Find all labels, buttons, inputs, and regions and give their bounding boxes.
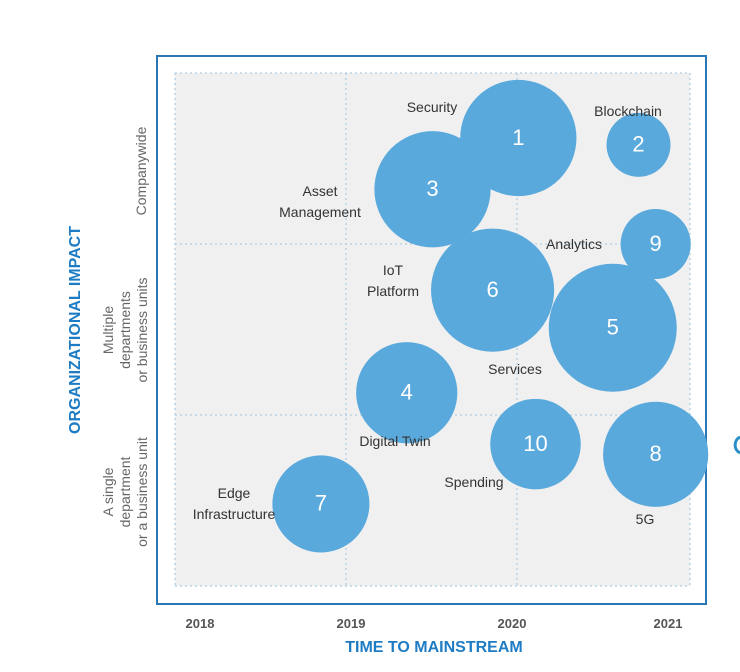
x-axis-title: TIME TO MAINSTREAM — [345, 639, 522, 656]
y-category-2: Companywide — [133, 126, 149, 215]
bubble-6 — [431, 228, 555, 352]
label-3: Asset Management — [279, 183, 361, 220]
y-category-0: A singledepartmentor a business unit — [100, 437, 150, 547]
bubble-5 — [548, 263, 677, 392]
bubble-number-10: 10 — [523, 431, 547, 456]
x-tick-2019: 2019 — [337, 616, 366, 631]
label-5: Services — [488, 361, 542, 377]
y-axis-title: ORGANIZATIONAL IMPACT — [67, 226, 84, 434]
bubble-3 — [374, 131, 491, 248]
label-8: 5G — [636, 511, 655, 527]
bubble-9 — [620, 208, 691, 280]
bubble-number-1: 1 — [512, 125, 524, 150]
bubble-2 — [606, 112, 671, 177]
bubble-10 — [490, 398, 581, 490]
label-7: Edge Infrastructure — [193, 485, 276, 522]
label-9: Analytics — [546, 236, 602, 252]
bubble-number-6: 6 — [486, 277, 498, 302]
bubble-number-4: 4 — [401, 380, 413, 405]
category-labels: Security Blockchain Asset Management Analyti… — [193, 99, 662, 527]
bubble-number-7: 7 — [315, 491, 327, 516]
bubble-1 — [460, 79, 577, 197]
plot-frame — [156, 55, 707, 605]
label-1: Security — [407, 99, 458, 115]
label-6: IoT Platform — [367, 262, 419, 299]
bubble-number-2: 2 — [632, 132, 644, 157]
y-category-1: Multipledepartmentsor business units — [100, 277, 150, 382]
bubbles: 1 2 3 9 6 5 4 10 8 7 — [272, 79, 709, 553]
y-axis-categories: A singledepartmentor a business unit Mult… — [100, 126, 150, 546]
bubble-number-8: 8 — [650, 441, 662, 466]
edge-mark-decoration — [733, 435, 740, 455]
x-tick-2021: 2021 — [654, 616, 683, 631]
x-axis-ticks: 2018 2019 2020 2021 — [186, 616, 683, 631]
bubble-8 — [603, 401, 709, 507]
label-2: Blockchain — [594, 103, 662, 119]
bubble-number-3: 3 — [426, 176, 438, 201]
bubble-4 — [356, 342, 458, 444]
label-10: Spending — [444, 474, 503, 490]
x-tick-2018: 2018 — [186, 616, 215, 631]
x-tick-2020: 2020 — [498, 616, 527, 631]
label-4: Digital Twin — [359, 433, 430, 449]
bubble-number-9: 9 — [650, 231, 662, 256]
bubble-number-5: 5 — [607, 315, 619, 340]
bubble-7 — [272, 455, 370, 553]
